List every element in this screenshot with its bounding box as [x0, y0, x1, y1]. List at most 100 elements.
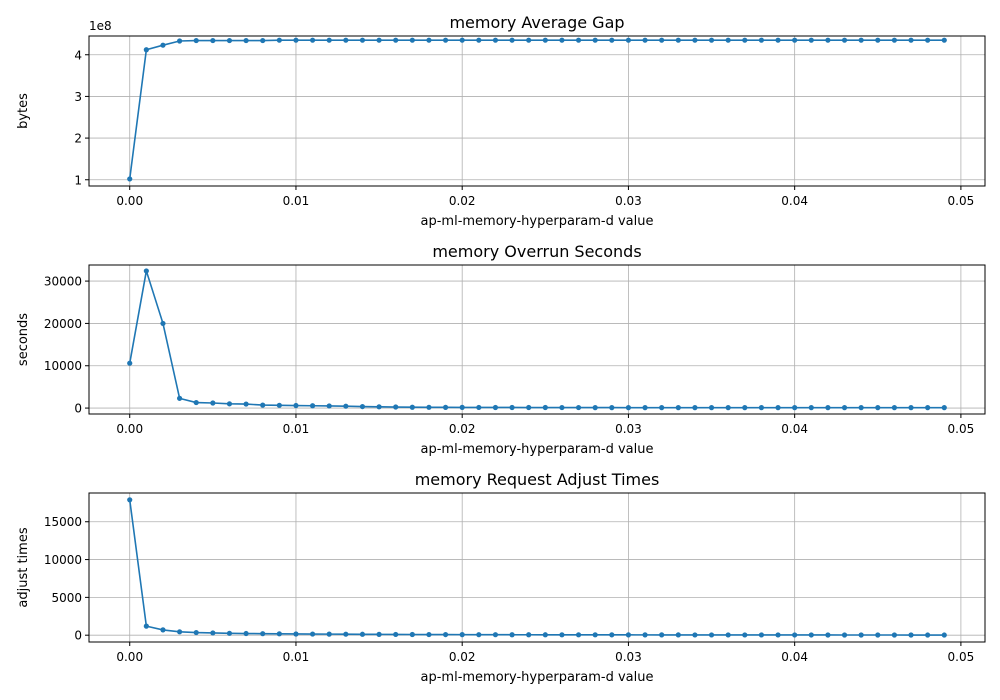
data-point: [908, 632, 914, 638]
x-tick-label: 0.03: [615, 194, 642, 208]
x-axis-label: ap-ml-memory-hyperparam-d value: [421, 214, 654, 229]
data-point: [825, 405, 831, 411]
y-tick-label: 30000: [44, 275, 82, 289]
y-axis-label: bytes: [16, 93, 31, 129]
data-point: [210, 37, 216, 44]
data-point: [160, 320, 166, 327]
data-point: [775, 37, 781, 43]
data-point: [675, 405, 681, 411]
data-point: [625, 632, 632, 638]
data-point: [459, 404, 465, 410]
data-point: [808, 632, 814, 638]
data-point: [260, 402, 266, 408]
x-tick-label: 0.04: [781, 650, 808, 664]
data-point: [393, 631, 399, 638]
data-point: [542, 632, 548, 638]
y-axis-multiplier: 1e8: [89, 19, 112, 33]
y-tick-label: 0: [74, 629, 82, 643]
data-point: [127, 360, 133, 366]
data-point: [309, 631, 316, 637]
data-point: [459, 632, 465, 638]
data-point: [442, 37, 449, 43]
x-tick-label: 0.05: [948, 194, 975, 208]
chart-title: memory Average Gap: [449, 13, 624, 32]
y-tick-label: 10000: [44, 359, 82, 373]
y-tick-label: 20000: [44, 317, 82, 331]
data-point: [276, 37, 282, 43]
data-point: [609, 632, 615, 638]
data-point: [492, 632, 499, 638]
data-point: [326, 631, 332, 637]
data-point: [692, 405, 698, 411]
data-point: [343, 403, 349, 409]
data-point: [542, 404, 548, 411]
data-point: [376, 37, 382, 43]
y-axis-label: adjust times: [16, 527, 31, 607]
data-point: [492, 404, 499, 411]
x-tick-label: 0.01: [283, 422, 310, 436]
data-point: [642, 405, 648, 411]
x-tick-label: 0.02: [449, 422, 476, 436]
data-point: [193, 629, 199, 636]
data-point: [825, 632, 831, 638]
data-point: [559, 632, 565, 638]
data-point: [409, 631, 415, 638]
data-point: [359, 37, 366, 43]
y-tick-label: 0: [74, 402, 82, 416]
y-tick-label: 2: [74, 132, 82, 146]
data-point: [659, 37, 665, 43]
subplot-1: 0.00 0.01 0.02 0.03 0.04 0.05 1 2 3 4 memory Avera…: [16, 13, 986, 229]
data-point: [575, 404, 582, 411]
data-point: [708, 37, 715, 43]
data-point: [459, 37, 465, 43]
data-point: [792, 405, 798, 411]
data-point: [692, 37, 698, 43]
data-point: [875, 37, 881, 43]
data-point: [758, 405, 765, 411]
data-point: [343, 37, 349, 43]
data-point: [426, 404, 432, 410]
data-point: [925, 37, 931, 43]
data-point: [509, 632, 515, 638]
data-point: [393, 404, 399, 410]
data-point: [376, 404, 382, 410]
data-point: [858, 37, 864, 43]
data-point: [143, 623, 149, 629]
data-point: [559, 404, 565, 411]
data-point: [841, 37, 848, 43]
data-point: [276, 402, 282, 408]
data-point: [708, 632, 715, 638]
data-point: [276, 631, 282, 637]
x-tick-label: 0.05: [948, 422, 975, 436]
data-point: [143, 268, 149, 274]
data-point: [293, 37, 299, 43]
data-point: [309, 403, 316, 409]
data-point: [941, 37, 947, 43]
data-point: [725, 632, 731, 638]
x-tick-label: 0.00: [116, 194, 143, 208]
data-point: [260, 631, 266, 637]
chart-title: memory Overrun Seconds: [432, 242, 641, 261]
data-point: [176, 395, 183, 401]
data-point: [891, 37, 898, 43]
x-tick-label: 0.01: [283, 194, 310, 208]
data-point: [575, 632, 582, 638]
data-point: [592, 37, 598, 43]
data-point: [309, 37, 316, 43]
data-point: [675, 37, 681, 43]
data-point: [941, 632, 947, 638]
subplot-2: 0.00 0.01 0.02 0.03 0.04 0.05 0 10000 20000 30000…: [16, 242, 986, 457]
y-tick-label: 3: [74, 90, 82, 104]
data-point: [609, 37, 615, 43]
data-point: [509, 37, 515, 43]
data-point: [260, 37, 266, 44]
data-point: [409, 37, 415, 43]
data-point: [526, 37, 532, 43]
data-point: [426, 37, 432, 43]
data-point: [891, 632, 898, 638]
data-point: [841, 632, 848, 638]
data-point: [742, 37, 748, 43]
data-point: [326, 37, 332, 43]
data-point: [858, 405, 864, 411]
data-point: [210, 400, 216, 406]
